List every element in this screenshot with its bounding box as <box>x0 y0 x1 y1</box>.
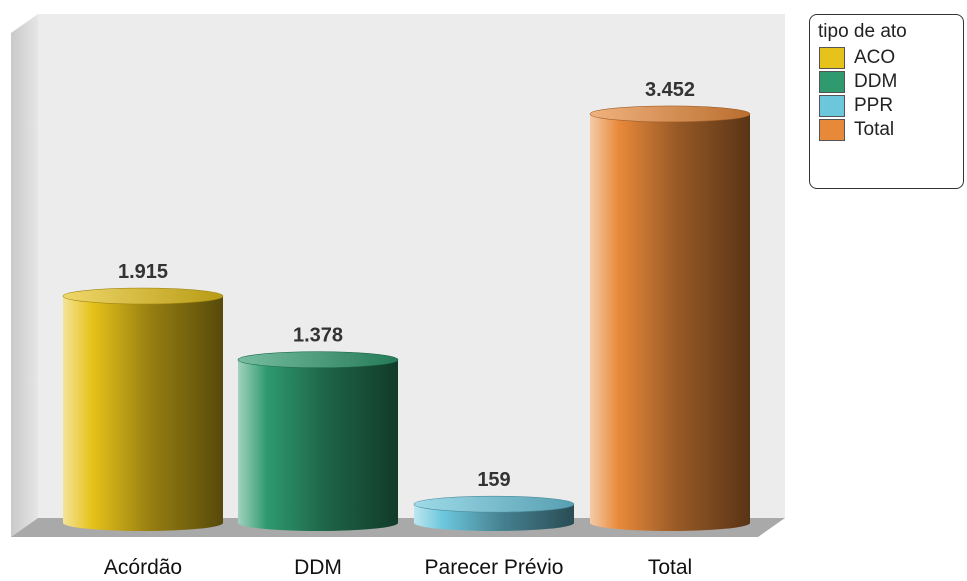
value-label-total: 3.452 <box>645 79 695 101</box>
bars-group <box>62 105 751 532</box>
legend-label-ppr: PPR <box>854 95 894 116</box>
legend-label-aco: ACO <box>854 47 896 68</box>
value-label-parecer-previo: 159 <box>477 469 510 491</box>
legend-swatch-aco <box>819 47 845 69</box>
bar-top-ddm <box>237 351 399 369</box>
category-label-acordao: Acórdão <box>104 556 182 579</box>
bar-body-ddm <box>238 359 398 531</box>
legend: tipo de ato ACO DDM PPR Total <box>809 14 964 189</box>
legend-item-total: Total <box>818 118 963 142</box>
value-label-ddm: 1.378 <box>293 325 343 347</box>
category-label-ddm: DDM <box>294 556 342 579</box>
bar-body-acordao <box>63 296 223 531</box>
bar-ddm <box>237 351 399 531</box>
bar-top-parecer-previo <box>413 495 575 513</box>
category-labels-group: Acórdão DDM Parecer Prévio Total <box>104 556 692 579</box>
legend-title: tipo de ato <box>818 21 907 42</box>
value-label-acordao: 1.915 <box>118 261 168 283</box>
category-label-total: Total <box>648 556 692 579</box>
legend-swatch-ppr <box>819 95 845 117</box>
legend-label-total: Total <box>854 119 895 140</box>
legend-swatch-total <box>819 119 845 141</box>
bar-total <box>589 105 751 532</box>
legend-swatch-ddm <box>819 71 845 93</box>
chart-side-wall <box>11 14 38 537</box>
bar-acordao <box>62 287 224 531</box>
legend-item-ddm: DDM <box>818 70 963 94</box>
bar-parecer-previo <box>413 495 575 531</box>
legend-item-ppr: PPR <box>818 94 963 118</box>
category-label-parecer-previo: Parecer Prévio <box>425 556 564 579</box>
legend-label-ddm: DDM <box>854 71 898 92</box>
legend-item-aco: ACO <box>818 46 963 70</box>
bar-top-total <box>589 105 751 123</box>
value-labels-group: 1.915 1.378 159 3.452 <box>118 79 695 491</box>
bar-body-total <box>590 113 750 532</box>
bar-top-acordao <box>62 287 224 305</box>
